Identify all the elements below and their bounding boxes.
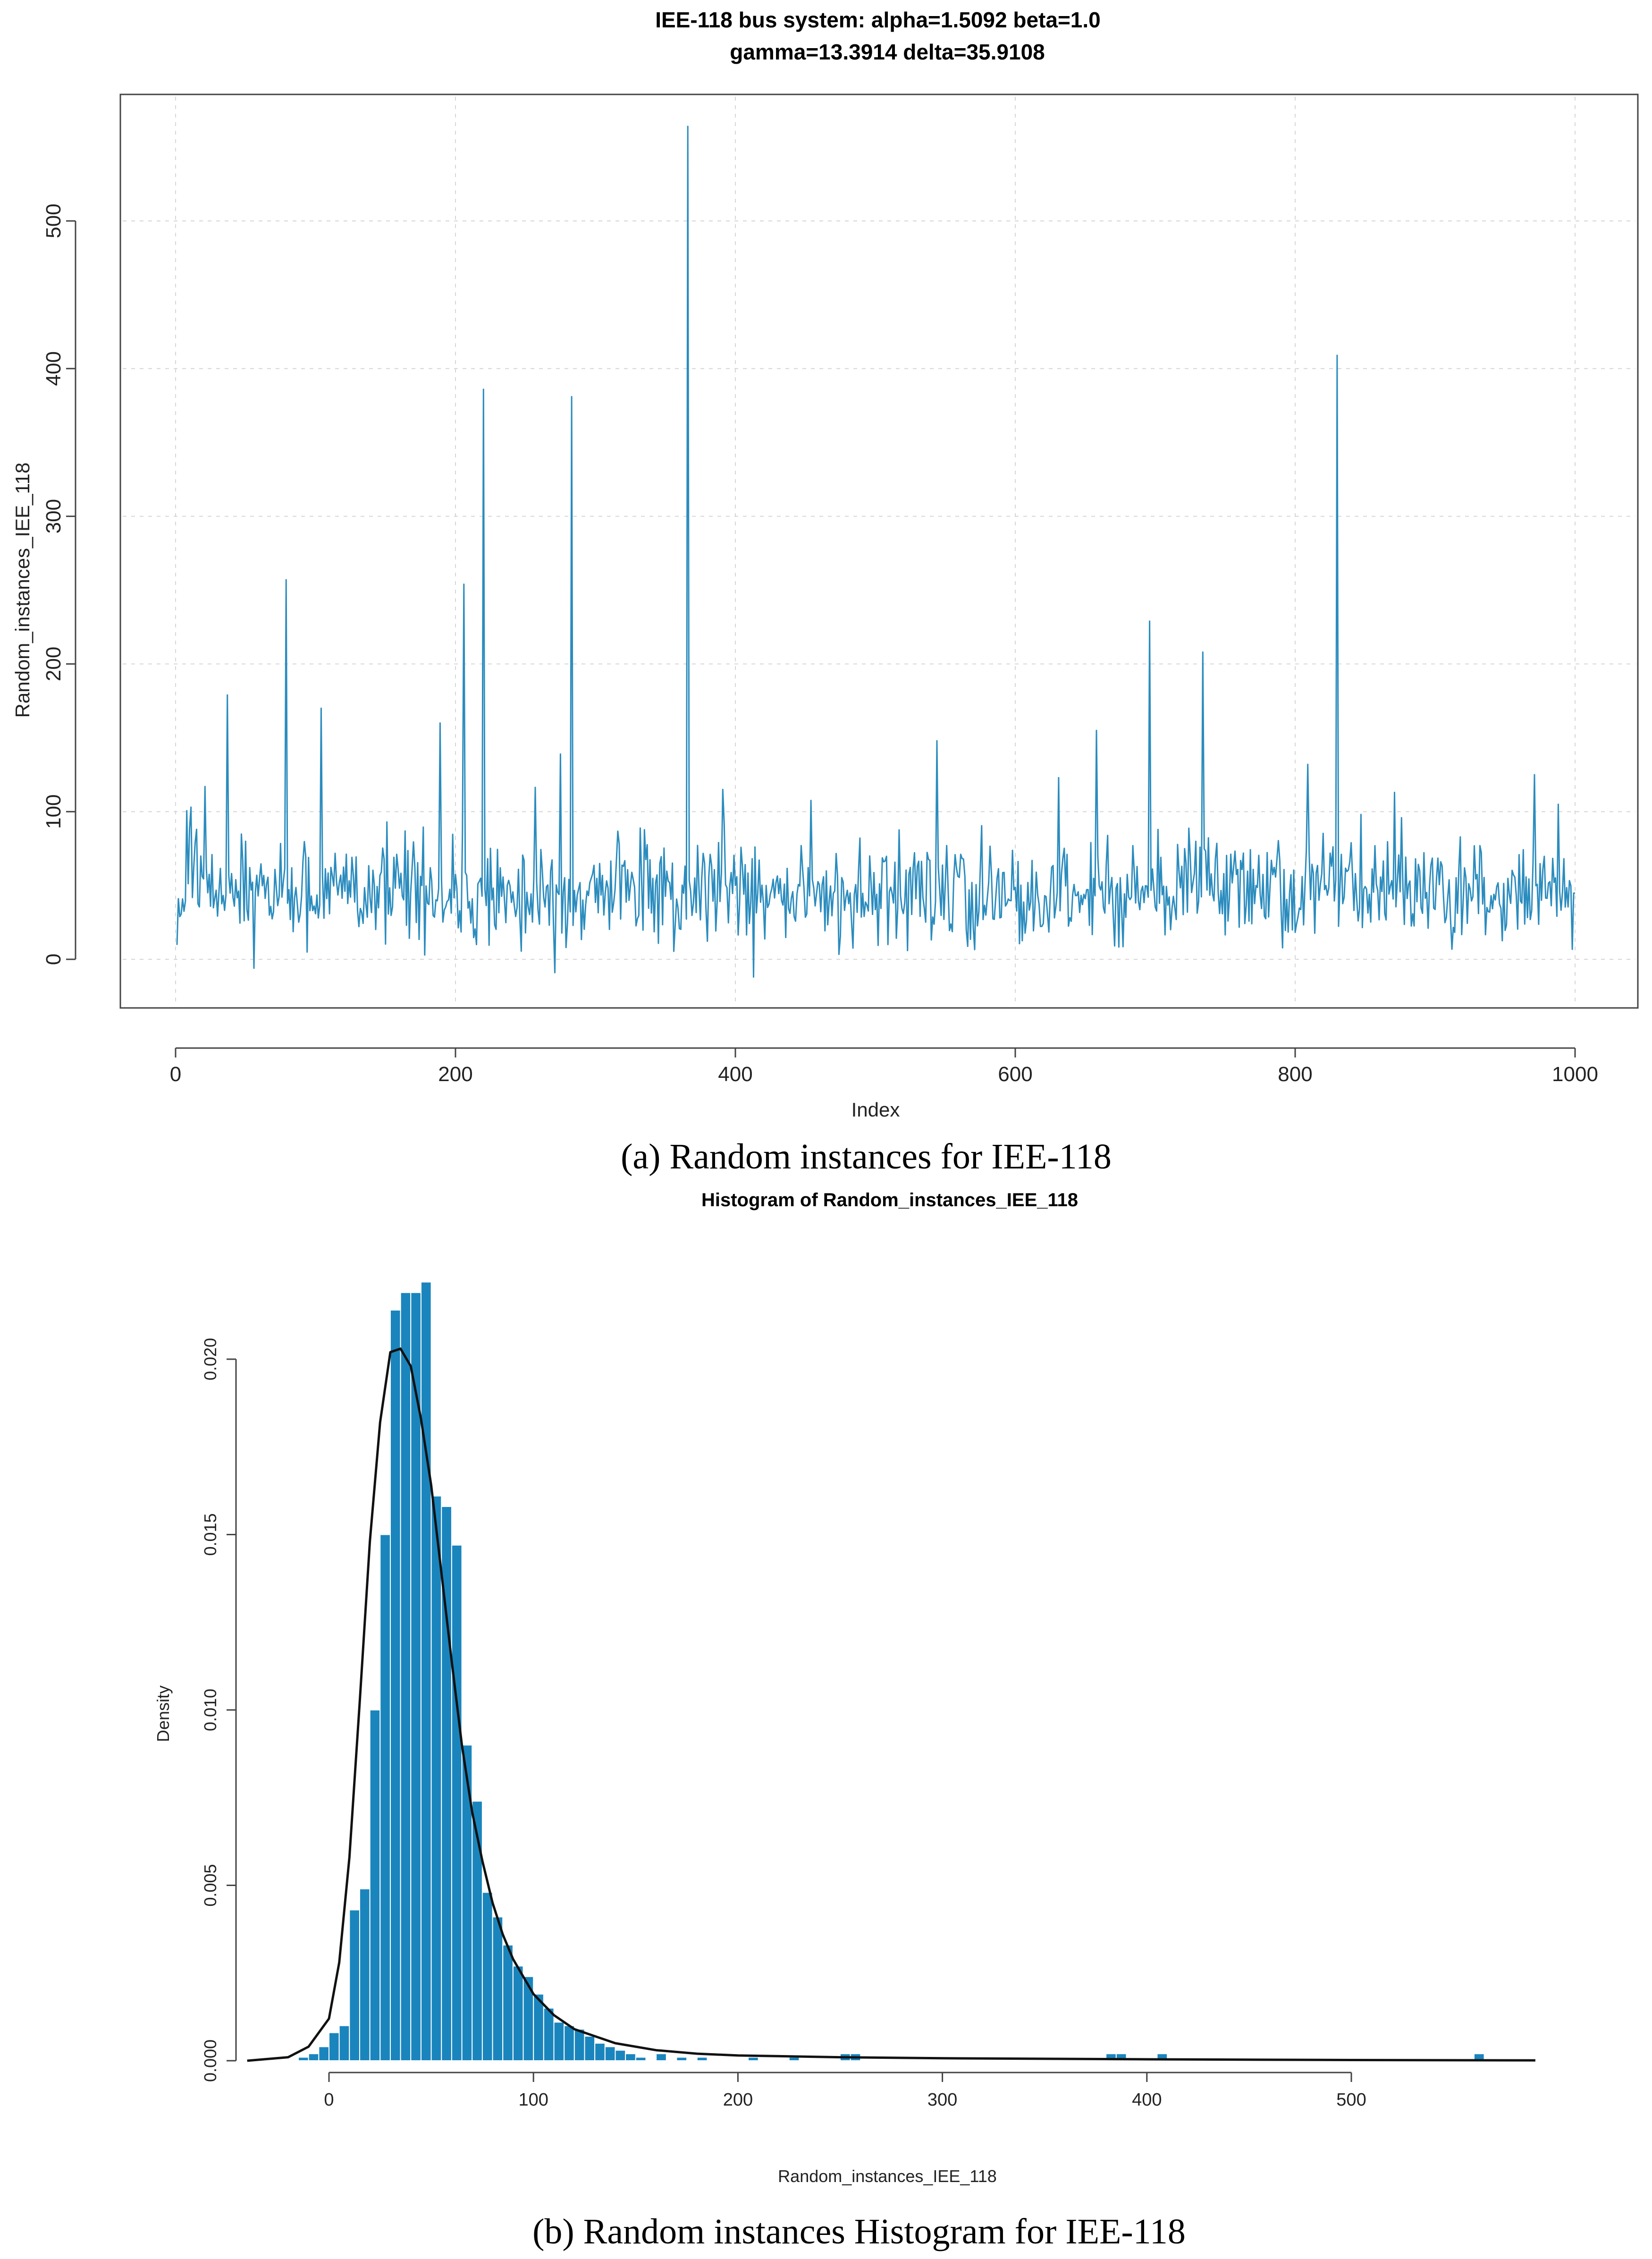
histogram-bar	[676, 2056, 688, 2061]
chart-b-x-tick-label: 100	[518, 2090, 548, 2110]
chart-b-x-axis: 0 100 200 300 400 500	[324, 2072, 1366, 2110]
chart-a-y-tick-label: 500	[42, 203, 65, 238]
histogram-bar	[318, 2046, 330, 2061]
histogram-bar	[748, 2056, 759, 2061]
chart-a-gridlines	[123, 97, 1635, 1006]
chart-b-density-curve	[247, 1347, 1535, 2062]
histogram-bar	[481, 1892, 493, 2062]
chart-a-x-tick-label: 1000	[1552, 1063, 1598, 1086]
histogram-bar	[430, 1495, 442, 2061]
histogram-bar	[400, 1292, 412, 2062]
chart-b-y-tick-label: 0.005	[201, 1864, 220, 1906]
histogram-bar	[696, 2056, 708, 2061]
histogram-bar	[543, 2007, 555, 2061]
histogram-bar	[584, 2035, 596, 2062]
histogram-bar	[329, 2032, 340, 2062]
histogram-bar	[389, 1309, 401, 2061]
chart-a-x-axis-label: Index	[851, 1099, 900, 1121]
histogram-bar	[338, 2025, 350, 2062]
density-curve-line	[247, 1347, 1535, 2062]
chart-b-x-tick-label: 0	[324, 2090, 334, 2110]
chart-a-y-tick-label: 0	[42, 954, 65, 965]
chart-a-y-axis: 0 100 200 300 400 500	[42, 203, 76, 965]
chart-b-bars	[298, 1281, 1485, 2062]
histogram-bar	[635, 2056, 647, 2061]
line-chart: IEE-118 bus system: alpha=1.5092 beta=1.…	[11, 8, 1639, 1176]
chart-a-y-tick-label: 400	[42, 351, 65, 386]
histogram-bar	[359, 1888, 371, 2061]
histogram-bar	[420, 1281, 432, 2061]
chart-b-x-axis-label: Random_instances_IEE_118	[778, 2166, 997, 2186]
chart-b-y-axis-label: Density	[153, 1685, 173, 1742]
chart-a-x-tick-label: 200	[438, 1063, 472, 1086]
chart-b-y-tick-label: 0.020	[201, 1338, 220, 1380]
histogram-chart: Histogram of Random_instances_IEE_118 0 1…	[153, 1190, 1535, 2251]
chart-a-series-line	[176, 126, 1576, 978]
chart-b-y-axis: 0.000 0.005 0.010 0.015 0.020	[201, 1338, 237, 2082]
chart-a-x-axis: 0 200 400 600 800 1000	[170, 1047, 1598, 1086]
histogram-bar	[298, 2056, 309, 2061]
histogram-bar	[656, 2053, 667, 2062]
chart-a-title-line-1: IEE-118 bus system: alpha=1.5092 beta=1.…	[655, 8, 1101, 32]
histogram-bar	[564, 2025, 575, 2062]
histogram-bar	[625, 2053, 636, 2062]
chart-a-x-tick-label: 400	[718, 1063, 752, 1086]
histogram-bar	[379, 1534, 391, 2061]
histogram-bar	[615, 2049, 626, 2061]
histogram-bar	[461, 1744, 473, 2062]
chart-a-title-line-2: gamma=13.3914 delta=35.9108	[730, 40, 1045, 64]
chart-a-y-tick-label: 100	[42, 794, 65, 829]
chart-b-x-tick-label: 500	[1336, 2090, 1366, 2110]
histogram-bar	[553, 2022, 565, 2062]
chart-b-x-tick-label: 300	[927, 2090, 957, 2110]
chart-b-x-tick-label: 400	[1132, 2090, 1162, 2110]
histogram-bar	[308, 2053, 320, 2062]
chart-b-y-tick-label: 0.000	[201, 2039, 220, 2082]
chart-b-caption: (b) Random instances Histogram for IEE-1…	[532, 2212, 1186, 2251]
chart-a-y-tick-label: 200	[42, 647, 65, 681]
chart-a-x-tick-label: 600	[998, 1063, 1032, 1086]
histogram-bar	[512, 1965, 524, 2062]
histogram-bar	[573, 2029, 585, 2061]
histogram-bar	[594, 2042, 606, 2062]
chart-b-y-tick-label: 0.010	[201, 1689, 220, 1731]
histogram-bar	[502, 1944, 514, 2062]
chart-b-x-tick-label: 200	[723, 2090, 753, 2110]
histogram-bar	[369, 1709, 381, 2061]
chart-a-plot-frame	[119, 93, 1639, 1009]
chart-a-series	[176, 126, 1576, 978]
histogram-bar	[788, 2056, 800, 2061]
chart-a-x-tick-label: 800	[1278, 1063, 1312, 1086]
chart-b-title: Histogram of Random_instances_IEE_118	[701, 1190, 1078, 1210]
histogram-bar	[349, 1909, 360, 2061]
histogram-bar	[604, 2046, 616, 2061]
chart-a-x-tick-label: 0	[170, 1063, 181, 1086]
chart-b-y-tick-label: 0.015	[201, 1513, 220, 1556]
chart-a-y-tick-label: 300	[42, 499, 65, 533]
histogram-bar	[451, 1544, 463, 2061]
chart-a-caption: (a) Random instances for IEE-118	[621, 1137, 1112, 1176]
histogram-bar	[492, 1916, 504, 2062]
chart-a-y-axis-label: Random_instances_IEE_118	[11, 463, 34, 718]
